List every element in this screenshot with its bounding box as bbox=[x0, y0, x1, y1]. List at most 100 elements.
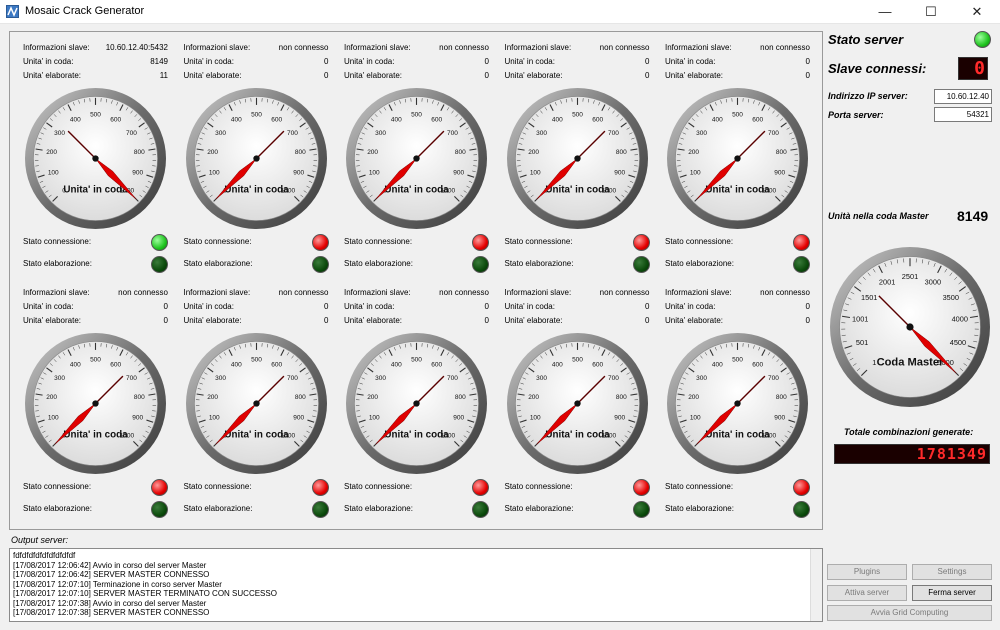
gauge-minor-tick bbox=[374, 359, 378, 363]
output-log[interactable]: fdfdfdfdfdfdfdfdfdf [17/08/2017 12:06:42]… bbox=[9, 548, 823, 622]
minimize-button[interactable]: — bbox=[878, 4, 892, 19]
gauge-minor-tick bbox=[969, 352, 974, 355]
gauge-minor-tick bbox=[466, 430, 470, 433]
gauge-minor-tick bbox=[244, 343, 246, 348]
grid-computing-button[interactable]: Avvia Grid Computing bbox=[827, 605, 992, 621]
gauge-tick-label: 900 bbox=[132, 170, 143, 177]
gauge-major-tick bbox=[774, 440, 781, 447]
gauge-hub bbox=[734, 400, 741, 407]
gauge-minor-tick bbox=[682, 132, 686, 135]
gauge-major-tick bbox=[35, 393, 43, 396]
close-button[interactable]: ✕ bbox=[971, 4, 983, 19]
gauge-major-tick bbox=[293, 195, 300, 202]
gauge-minor-tick bbox=[949, 272, 953, 276]
gauge-tick-label: 300 bbox=[215, 375, 226, 382]
gauge-minor-tick bbox=[852, 363, 857, 366]
gauge-title: Unita' in coda bbox=[63, 184, 128, 195]
slave-queue-label: Unita' in coda: bbox=[665, 57, 716, 66]
gauge-minor-tick bbox=[446, 352, 450, 356]
gauge-minor-tick bbox=[791, 382, 795, 385]
maximize-button[interactable]: ☐ bbox=[925, 4, 937, 19]
gauge-title: Unita' in coda bbox=[63, 429, 128, 440]
app-icon bbox=[6, 5, 19, 18]
gauge-minor-tick bbox=[58, 355, 61, 359]
gauge-minor-tick bbox=[792, 143, 797, 145]
gauge-minor-tick bbox=[789, 377, 793, 380]
gauge-minor-tick bbox=[290, 355, 294, 359]
gauge-needle-tail bbox=[737, 375, 766, 404]
gauge-title: Unita' in coda bbox=[705, 429, 770, 440]
gauge-major-tick bbox=[469, 148, 477, 151]
slave-done-value: 0 bbox=[805, 316, 810, 325]
gauge-minor-tick bbox=[963, 363, 968, 366]
gauge-tick-label: 500 bbox=[90, 112, 101, 119]
gauge-minor-tick bbox=[587, 343, 589, 348]
gauge-minor-tick bbox=[624, 435, 628, 438]
gauge-minor-tick bbox=[849, 357, 854, 361]
gauge-minor-tick bbox=[144, 372, 148, 375]
stop-server-button[interactable]: Ferma server bbox=[912, 585, 992, 601]
gauge-major-tick bbox=[196, 148, 204, 151]
gauge-major-tick bbox=[146, 174, 154, 178]
slave-tile: Informazioni slave: non connesso Unita' in… bbox=[184, 287, 332, 527]
gauge-tick-label: 400 bbox=[391, 361, 402, 368]
slave-queue-row: Unita' in coda: 8149 bbox=[23, 56, 171, 67]
gauge-minor-tick bbox=[305, 372, 309, 375]
gauge-minor-tick bbox=[872, 268, 876, 273]
gauge-major-tick bbox=[388, 349, 393, 357]
start-server-button[interactable]: Attiva server bbox=[827, 585, 907, 601]
gauge-major-tick bbox=[453, 195, 460, 202]
gauge-tick-label: 700 bbox=[447, 130, 458, 137]
gauge-minor-tick bbox=[223, 107, 226, 111]
gauge-minor-tick bbox=[559, 345, 562, 349]
gauge-tick-label: 800 bbox=[294, 149, 305, 156]
gauge-minor-tick bbox=[298, 118, 302, 121]
gauge-tick-label: 2001 bbox=[879, 278, 895, 287]
server-port-field[interactable]: 54321 bbox=[934, 107, 992, 122]
gauge-major-tick bbox=[46, 122, 53, 128]
gauge-minor-tick bbox=[214, 114, 218, 118]
gauge-tick-label: 500 bbox=[251, 357, 262, 364]
gauge-tick-label: 1000 bbox=[441, 187, 456, 194]
settings-button[interactable]: Settings bbox=[912, 564, 992, 580]
gauge-minor-tick bbox=[233, 347, 236, 351]
gauge-minor-tick bbox=[223, 352, 226, 356]
plugins-button[interactable]: Plugins bbox=[827, 564, 907, 580]
gauge-tick-label: 500 bbox=[732, 112, 743, 119]
slave-info-value: non connesso bbox=[439, 43, 489, 52]
slave-done-value: 0 bbox=[645, 316, 650, 325]
gauge-minor-tick bbox=[307, 377, 311, 380]
gauge-tick-label: 800 bbox=[615, 149, 626, 156]
gauge-minor-tick bbox=[432, 345, 434, 349]
gauge-minor-tick bbox=[793, 415, 797, 417]
gauge-tick-label: 3500 bbox=[943, 293, 959, 302]
gauge-minor-tick bbox=[973, 340, 978, 343]
gauge-tick-label: 200 bbox=[688, 394, 699, 401]
gauge-minor-tick bbox=[311, 170, 316, 172]
slave-info-label: Informazioni slave: bbox=[665, 288, 732, 297]
gauge-minor-tick bbox=[884, 262, 887, 267]
gauge-tick-label: 1000 bbox=[280, 187, 295, 194]
server-ip-field[interactable]: 10.60.12.40 bbox=[934, 89, 992, 104]
gauge-minor-tick bbox=[271, 100, 274, 104]
gauge-major-tick bbox=[790, 148, 798, 151]
gauge-minor-tick bbox=[38, 137, 42, 140]
slave-info-value: non connesso bbox=[760, 43, 810, 52]
gauge-minor-tick bbox=[39, 180, 44, 183]
gauge-tick-label: 700 bbox=[447, 375, 458, 382]
gauge-minor-tick bbox=[303, 435, 307, 438]
gauge-minor-tick bbox=[700, 110, 703, 114]
gauge-minor-tick bbox=[921, 259, 924, 264]
gauge-minor-tick bbox=[767, 107, 771, 111]
slave-queue-value: 0 bbox=[484, 302, 489, 311]
processing-status-led bbox=[632, 256, 650, 273]
gauge-major-tick bbox=[279, 104, 285, 112]
gauge-major-tick bbox=[614, 440, 621, 447]
slave-queue-row: Unita' in coda: 0 bbox=[505, 56, 653, 67]
gauge-tick-label: 900 bbox=[453, 170, 464, 177]
slave-connection-row: Stato connessione: bbox=[184, 233, 332, 251]
gauge-minor-tick bbox=[116, 102, 119, 106]
output-scrollbar[interactable] bbox=[810, 549, 822, 621]
gauge-minor-tick bbox=[630, 382, 635, 385]
gauge-minor-tick bbox=[472, 170, 476, 172]
